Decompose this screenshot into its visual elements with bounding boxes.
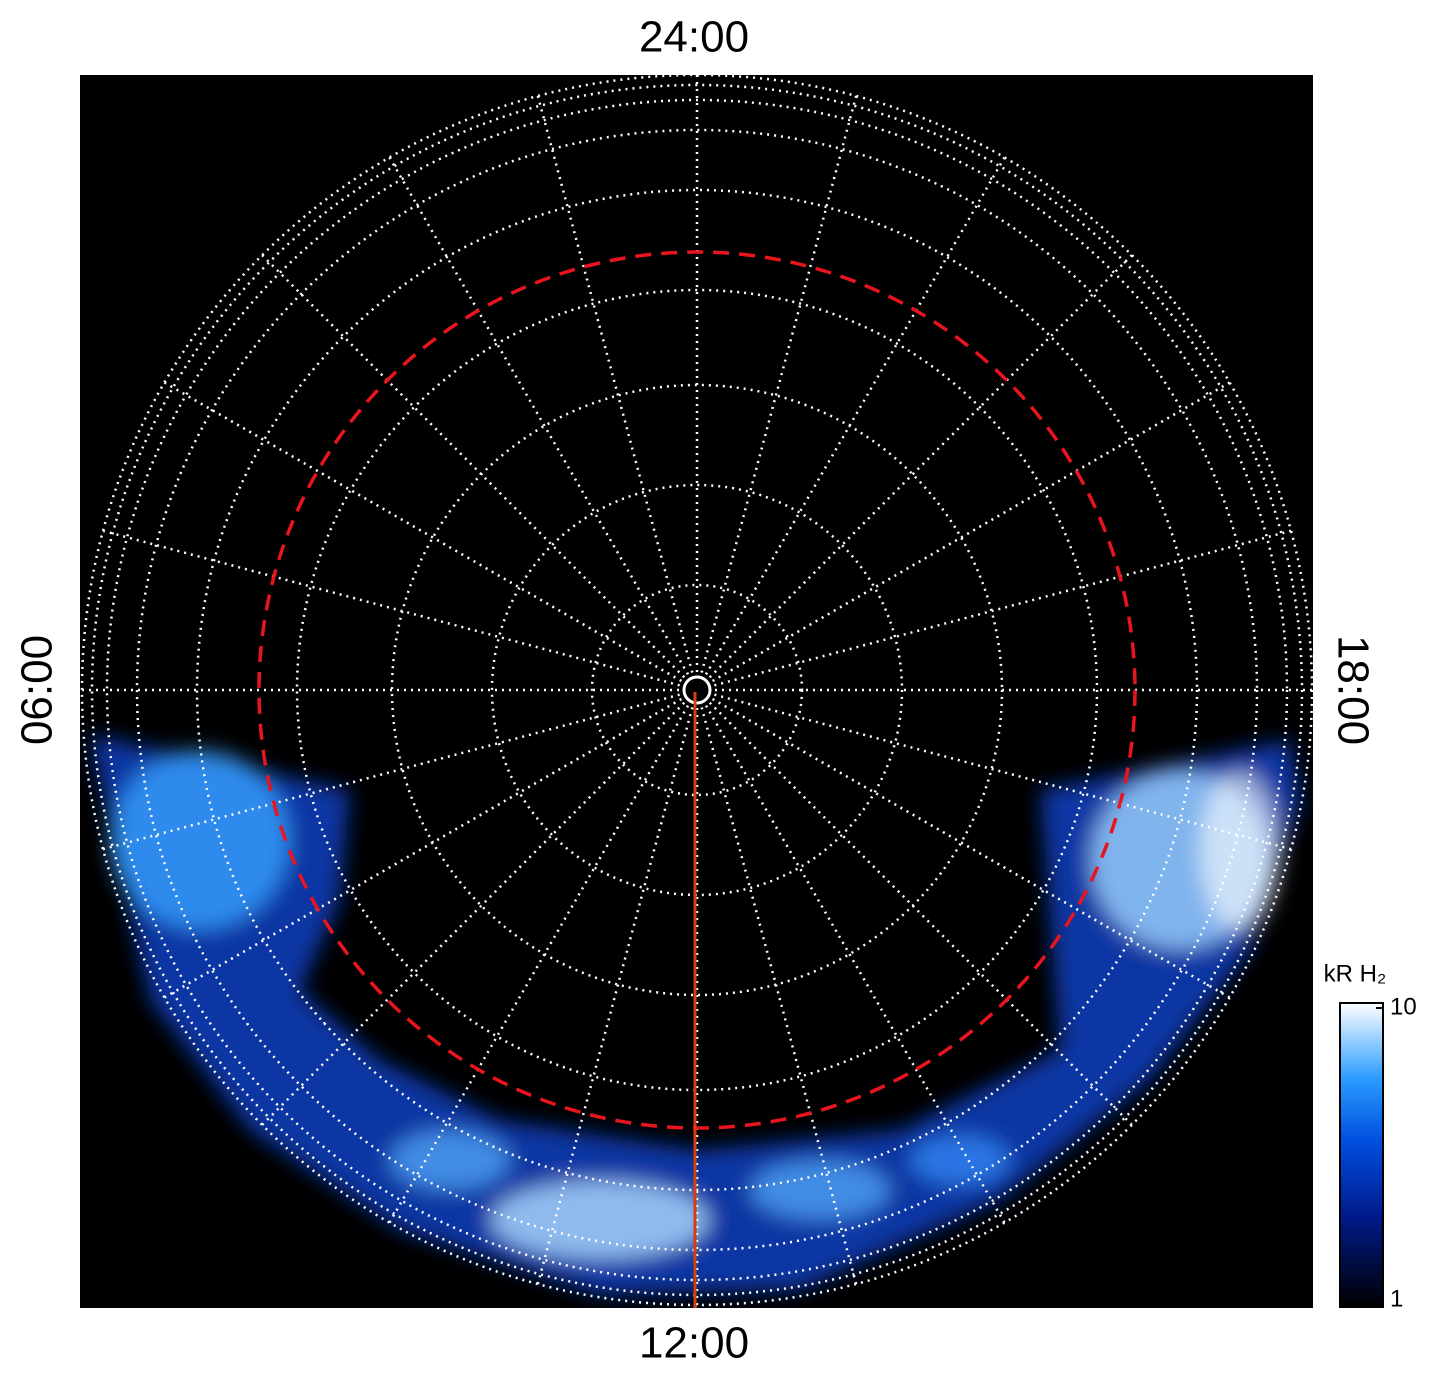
grid-meridian xyxy=(700,95,858,673)
polar-grid xyxy=(80,73,1314,1307)
pole-marker xyxy=(682,675,712,705)
grid-meridian xyxy=(102,693,680,851)
grid-meridian xyxy=(708,254,1133,679)
label-right: 18:00 xyxy=(1328,635,1377,745)
grid-circle xyxy=(135,128,1259,1252)
grid-meridian xyxy=(163,381,683,683)
grid-circle xyxy=(295,288,1099,1092)
colorbar xyxy=(1339,1002,1384,1308)
grid-meridian xyxy=(163,697,683,999)
grid-meridian xyxy=(711,697,1231,999)
grid-circle xyxy=(195,188,1199,1192)
grid-meridian xyxy=(704,704,1006,1224)
grid-meridian xyxy=(708,701,1133,1126)
grid-meridian xyxy=(714,529,1292,687)
grid-meridian xyxy=(388,704,690,1224)
grid-meridian xyxy=(388,156,690,676)
colorbar-label: kR H₂ xyxy=(1324,960,1387,987)
grid-meridian xyxy=(102,529,680,687)
grid-meridian xyxy=(536,95,694,673)
colorbar-tick-label: 1 xyxy=(1390,1285,1403,1312)
grid-meridian xyxy=(704,156,1006,676)
grid-circle xyxy=(490,483,904,897)
grid-circle xyxy=(90,83,1304,1297)
aurora-emission xyxy=(90,735,1300,1295)
grid-circle xyxy=(590,583,804,797)
label-bottom: 12:00 xyxy=(639,1319,749,1368)
grid-meridian xyxy=(536,707,694,1285)
grid-meridian xyxy=(714,693,1292,851)
colorbar-tick-label: 10 xyxy=(1390,993,1417,1020)
grid-meridian xyxy=(261,254,686,679)
label-top: 24:00 xyxy=(639,13,749,62)
grid-meridian xyxy=(261,701,686,1126)
reference-oval xyxy=(257,250,1137,1130)
grid-circle xyxy=(105,98,1289,1282)
label-left: 06:00 xyxy=(13,635,62,745)
grid-meridian xyxy=(711,381,1231,683)
grid-meridian xyxy=(700,707,858,1285)
